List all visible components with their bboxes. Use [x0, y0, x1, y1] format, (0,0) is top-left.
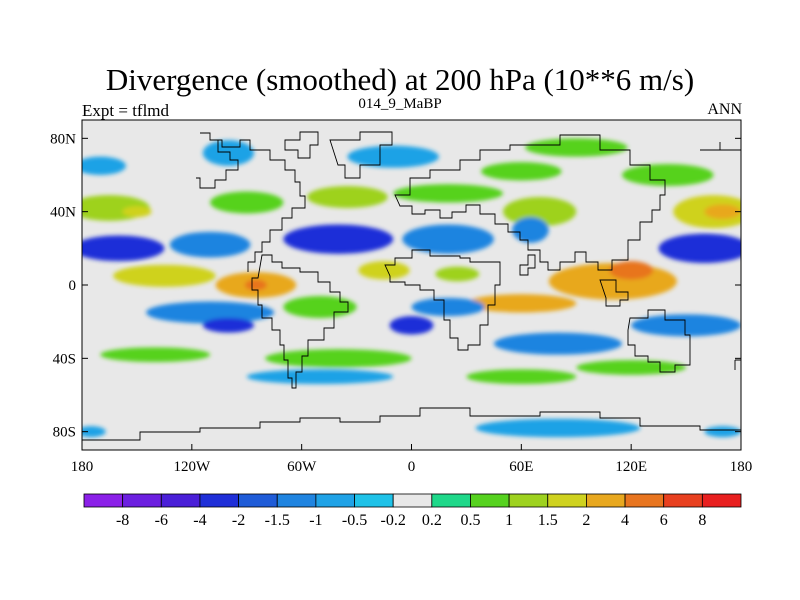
y-tick-label: 40S	[53, 351, 76, 367]
colorbar-label: -6	[155, 512, 168, 529]
field-region-41	[82, 426, 106, 438]
field-region-37	[576, 360, 687, 375]
colorbar-swatch-14	[624, 493, 665, 508]
colorbar-label: -1.5	[265, 512, 290, 529]
colorbar-label: 1	[505, 512, 513, 529]
colorbar-swatch-7	[354, 493, 394, 508]
colorbar-swatch-1	[122, 493, 162, 508]
field-region-28	[283, 296, 357, 318]
colorbar-label: 4	[621, 512, 629, 529]
colorbar-swatch-9	[431, 493, 471, 508]
colorbar-swatch-4	[238, 493, 278, 508]
field-region-9	[210, 191, 284, 214]
field-region-42	[704, 426, 741, 438]
field-region-4	[481, 162, 562, 181]
field-region-29	[411, 297, 485, 317]
y-tick-label: 0	[69, 278, 77, 294]
x-tick-label: 180	[730, 459, 753, 475]
field-region-35	[265, 349, 412, 368]
coastlines	[82, 131, 741, 441]
colorbar-swatch-10	[470, 493, 510, 508]
field-region-19	[658, 233, 741, 263]
case-label: 014_9_MaBP	[358, 96, 442, 112]
y-tick-label: 40N	[50, 205, 76, 221]
field-region-2	[347, 145, 439, 168]
x-axis: 180 120W 60W 0 60E 120E 180	[71, 444, 753, 475]
field-region-31	[202, 318, 255, 333]
colorbar-swatch-11	[508, 493, 549, 508]
colorbar-swatch-5	[276, 493, 317, 508]
colorbar-label: 1.5	[538, 512, 558, 529]
field-region-14	[82, 235, 165, 262]
colorbar-label: -0.2	[381, 512, 406, 529]
field-region-16	[283, 224, 394, 254]
x-tick-label: 120W	[173, 459, 211, 475]
x-tick-label: 180	[71, 459, 94, 475]
colorbar-swatch-8	[392, 493, 433, 508]
field-region-6	[393, 184, 504, 203]
colorbar-swatch-13	[586, 493, 626, 508]
colorbar-swatch-3	[199, 493, 239, 508]
colorbar-label: -1	[309, 512, 322, 529]
y-axis: 80N 40N 0 40S 80S	[50, 131, 741, 441]
field-region-26	[609, 261, 654, 280]
colorbar-swatch-2	[160, 493, 201, 508]
field-region-27	[466, 294, 577, 313]
chart-title: Divergence (smoothed) at 200 hPa (10**6 …	[105, 62, 695, 97]
field-region-22	[244, 279, 267, 291]
colorbar-swatch-16	[701, 493, 742, 508]
colorbar: -8 -6 -4 -2 -1.5 -1 -0.5 -0.2 0.2 0.5 1 1.5 2 4 6 8	[83, 493, 742, 529]
colorbar-label: -8	[116, 512, 129, 529]
field-region-30	[146, 301, 275, 324]
x-tick-label: 120E	[615, 459, 647, 475]
divergence-field	[82, 138, 741, 438]
y-tick-label: 80N	[50, 131, 76, 147]
season-label: ANN	[707, 101, 742, 118]
colorbar-swatch-0	[83, 493, 124, 508]
field-region-24	[435, 266, 480, 282]
field-region-0	[82, 156, 126, 175]
field-region-36	[493, 332, 623, 355]
field-region-1	[202, 140, 255, 166]
experiment-label: Expt = tflmd	[82, 101, 170, 120]
colorbar-swatch-15	[663, 493, 703, 508]
colorbar-label: 6	[660, 512, 668, 529]
colorbar-label: -0.5	[342, 512, 367, 529]
colorbar-label: -4	[193, 512, 206, 529]
y-tick-label: 80S	[53, 425, 76, 441]
field-region-33	[631, 314, 741, 337]
field-region-15	[169, 231, 251, 258]
field-region-39	[466, 369, 577, 384]
field-region-5	[622, 164, 714, 186]
field-region-8	[122, 206, 152, 218]
field-region-40	[475, 418, 641, 438]
colorbar-label: 8	[698, 512, 706, 529]
colorbar-label: 0.5	[460, 512, 480, 529]
field-region-32	[389, 316, 434, 335]
field-region-3	[524, 138, 628, 157]
field-region-20	[113, 264, 216, 287]
x-tick-label: 60E	[509, 459, 533, 475]
x-tick-label: 60W	[287, 459, 317, 475]
colorbar-swatch-6	[315, 493, 355, 508]
colorbar-swatch-12	[547, 493, 587, 508]
field-region-13	[704, 204, 741, 220]
field-region-18	[512, 217, 549, 243]
field-region-23	[358, 261, 410, 280]
colorbar-label: 0.2	[422, 512, 442, 529]
field-region-10	[307, 186, 388, 208]
colorbar-label: -2	[232, 512, 245, 529]
field-region-34	[100, 347, 211, 362]
colorbar-label: 2	[582, 512, 590, 529]
field-region-38	[246, 369, 394, 384]
x-tick-label: 0	[408, 459, 416, 475]
field-region-17	[402, 224, 494, 254]
